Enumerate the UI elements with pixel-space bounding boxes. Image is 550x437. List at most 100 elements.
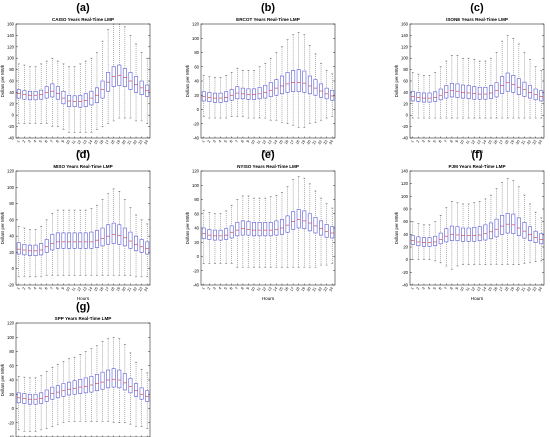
iqr-box	[533, 230, 538, 243]
iqr-box	[257, 222, 262, 237]
iqr-box	[268, 82, 273, 97]
iqr-box	[257, 87, 262, 100]
x-tick-label: 19	[301, 287, 307, 293]
x-axis-label: Hours	[262, 149, 275, 154]
box-13	[83, 351, 88, 422]
x-tick-label: 20	[515, 140, 521, 146]
box-11	[257, 66, 262, 119]
x-tick-label: 6	[44, 140, 49, 144]
y-tick-label: 20	[403, 245, 408, 250]
box-14	[483, 198, 488, 265]
iqr-box	[330, 89, 335, 101]
box-3	[27, 377, 32, 432]
x-tick-label: 19	[510, 140, 516, 146]
iqr-box	[122, 227, 127, 247]
box-24	[145, 223, 150, 278]
x-tick-label: 5	[38, 287, 43, 291]
plot-frame	[15, 170, 151, 286]
x-tick-label: 22	[317, 287, 323, 293]
box-16	[100, 341, 105, 422]
box-18	[111, 337, 116, 423]
iqr-box	[145, 390, 150, 402]
x-tick-label: 5	[223, 287, 228, 291]
box-4	[427, 224, 432, 260]
x-axis-label: Hours	[262, 296, 275, 301]
y-axis-label: Dollars per MWh	[0, 363, 5, 396]
iqr-box	[477, 226, 482, 241]
box-22	[134, 214, 139, 278]
box-14	[89, 348, 94, 422]
box-14	[89, 208, 94, 276]
y-axis-label: Dollars per MWh	[394, 211, 399, 244]
x-tick-label: 16	[284, 140, 290, 146]
box-14	[89, 58, 94, 133]
box-3	[27, 229, 32, 278]
y-axis-label: Dollars per MWh	[0, 64, 5, 97]
plot-frame	[15, 322, 151, 437]
box-17	[500, 40, 505, 119]
box-14	[483, 60, 488, 119]
box-24	[145, 372, 150, 429]
iqr-box	[106, 369, 111, 389]
x-tick-label: 18	[295, 287, 301, 293]
x-tick-label: 20	[306, 140, 312, 146]
box-22	[319, 62, 324, 121]
x-tick-label: 20	[306, 287, 312, 293]
x-tick-label: 13	[267, 140, 273, 146]
box-23	[324, 70, 329, 119]
plot-frame	[200, 23, 336, 139]
x-tick-label: 23	[532, 287, 538, 293]
iqr-box	[505, 213, 510, 234]
iqr-box	[444, 85, 449, 99]
box-19	[511, 38, 516, 119]
x-tick-label: 14	[482, 287, 488, 293]
y-tick-label: -20	[193, 268, 200, 273]
iqr-box	[421, 237, 426, 247]
x-axis-label: Hours	[471, 296, 484, 301]
x-tick-label: 16	[493, 287, 499, 293]
iqr-box	[274, 79, 279, 96]
box-6	[44, 219, 49, 276]
y-tick-label: -20	[8, 124, 15, 129]
x-tick-label: 17	[498, 287, 504, 293]
box-20	[307, 183, 312, 268]
x-tick-label: 21	[521, 140, 527, 146]
iqr-box	[122, 373, 127, 391]
x-tick-label: 14	[88, 287, 94, 293]
iqr-box	[449, 225, 454, 241]
y-tick-label: -40	[193, 283, 200, 288]
box-4	[33, 229, 38, 278]
x-tick-label: 4	[33, 287, 38, 291]
x-tick-label: 10	[459, 140, 465, 146]
y-tick-label: -40	[402, 136, 409, 141]
box-18	[296, 32, 301, 128]
x-tick-label: 1	[410, 140, 415, 144]
x-tick-label: 13	[82, 287, 88, 293]
y-axis-label: Dollars per MWh	[0, 211, 5, 244]
x-tick-label: 5	[432, 287, 437, 291]
x-tick-label: 5	[223, 140, 228, 144]
x-tick-label: 7	[50, 287, 55, 291]
y-tick-label: 100	[401, 194, 409, 199]
x-tick-label: 11	[71, 140, 76, 145]
box-5	[39, 226, 44, 278]
box-8	[449, 201, 454, 270]
iqr-box	[117, 224, 122, 245]
x-tick-label: 15	[278, 287, 284, 293]
iqr-box	[296, 69, 301, 92]
y-tick-label: 100	[192, 36, 200, 41]
y-tick-label: 140	[7, 33, 15, 38]
box-15	[279, 192, 284, 268]
y-tick-label: 20	[9, 392, 14, 397]
x-tick-label: 17	[498, 140, 504, 146]
x-tick-label: 2	[22, 287, 27, 291]
iqr-box	[455, 83, 460, 98]
panel-c: (c) ISONE Years Real-Time LMP -40 -20 0 20 40 6…	[394, 2, 545, 154]
box-20	[122, 26, 127, 119]
iqr-box	[83, 232, 88, 249]
box-8	[240, 70, 245, 117]
iqr-box	[89, 231, 94, 249]
x-tick-label: 9	[246, 287, 251, 291]
y-tick-label: -20	[402, 124, 409, 129]
x-tick-label: 21	[312, 140, 318, 146]
